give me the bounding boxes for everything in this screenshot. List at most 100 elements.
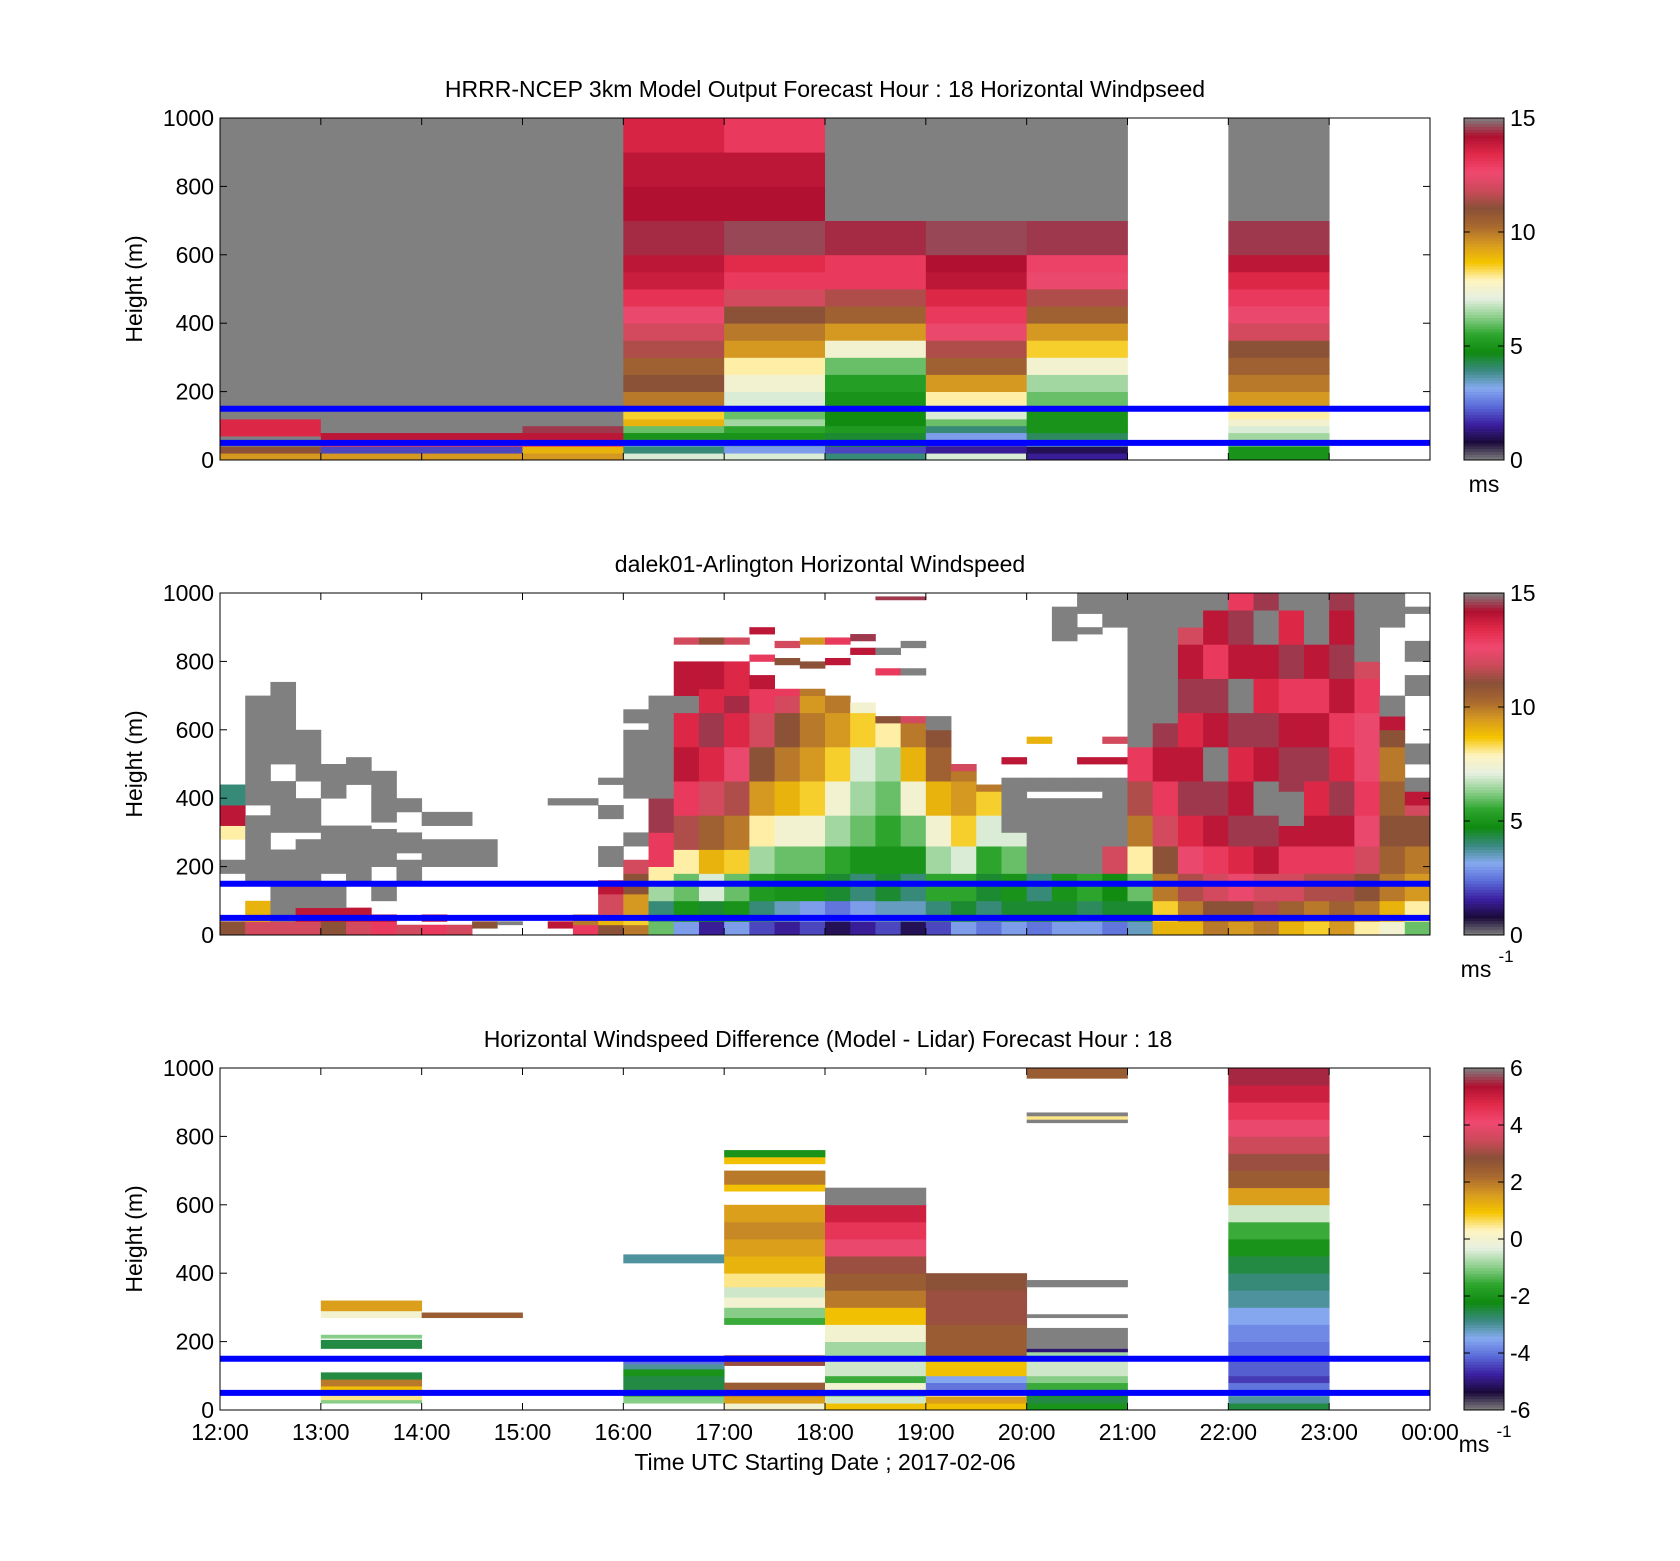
colorbar-segment	[1464, 849, 1504, 853]
y-tick-label: 0	[201, 447, 214, 473]
heatmap-cell	[1026, 736, 1053, 744]
axis-ticks: 0 200 400 600 800 1000	[163, 105, 1431, 473]
colorbar-segment	[1464, 1116, 1504, 1120]
colorbar-segment	[1464, 675, 1504, 679]
heatmap-cell	[1379, 695, 1406, 717]
heatmap-cell	[1354, 846, 1380, 874]
colorbar-segment	[1464, 223, 1504, 227]
y-tick-label: 800	[176, 1123, 214, 1149]
colorbar-segment	[1464, 618, 1504, 622]
heatmap-cell	[774, 815, 801, 847]
heatmap-cell	[623, 289, 725, 307]
heatmap-cell	[1228, 746, 1254, 782]
colorbar-segment	[1464, 712, 1504, 717]
colorbar-segment	[1464, 852, 1504, 856]
heatmap-cell	[245, 921, 271, 935]
heatmap-cell	[698, 781, 725, 816]
heatmap-cell	[875, 873, 902, 902]
colorbar-segment	[1464, 738, 1504, 742]
colorbar-segment	[1464, 1233, 1504, 1237]
heatmap-cell	[1354, 815, 1380, 847]
heatmap-cell	[925, 408, 1028, 420]
colorbar-segment	[1464, 1139, 1504, 1143]
heatmap-cell	[220, 453, 322, 460]
colorbar-segment	[1464, 1125, 1504, 1129]
heatmap-cell	[295, 798, 322, 833]
heatmap-cell	[1253, 921, 1280, 935]
heatmap-cell	[1228, 453, 1330, 460]
colorbar-segment	[1464, 291, 1504, 296]
heatmap-cell	[1404, 873, 1430, 902]
colorbar-segment	[1464, 260, 1504, 264]
heatmap-cell	[623, 859, 649, 874]
colorbar-segment	[1464, 621, 1504, 625]
colorbar-segment	[1464, 1110, 1504, 1115]
heatmap-cell	[295, 921, 322, 935]
colorbar-segment	[1464, 829, 1504, 833]
heatmap-cell	[1228, 425, 1330, 434]
heatmap-cell	[1026, 921, 1053, 935]
colorbar-segment	[1464, 684, 1504, 688]
heatmap-cell	[1077, 627, 1103, 635]
colorbar-segment	[1464, 1381, 1504, 1385]
colorbar-segment	[1464, 1304, 1504, 1308]
colorbar-segment	[1464, 1068, 1504, 1072]
colorbar-segment	[1464, 360, 1504, 364]
heatmap-cell	[724, 781, 750, 816]
heatmap-cell	[270, 781, 297, 833]
colorbar-segment	[1464, 903, 1504, 907]
heatmap-cell	[1303, 746, 1330, 782]
colorbar-segment	[1464, 635, 1504, 640]
colorbar-segment	[1464, 1318, 1504, 1323]
heatmap-cell	[925, 1341, 1028, 1360]
heatmap-cell	[220, 446, 322, 454]
heatmap-cell	[673, 712, 700, 748]
colorbar-segment	[1464, 1221, 1504, 1226]
colorbar-segment	[1464, 1085, 1504, 1089]
heatmap-cell	[1278, 610, 1305, 645]
colorbar-segment	[1464, 1372, 1504, 1377]
heatmap-cell	[1152, 746, 1179, 782]
colorbar-segment	[1464, 380, 1504, 384]
colorbar-segment	[1464, 152, 1504, 156]
colorbar-segment	[1464, 428, 1504, 432]
colorbar-segment	[1464, 1187, 1504, 1192]
colorbar-unit: ms	[1469, 471, 1500, 497]
colorbar-segment	[1464, 146, 1504, 150]
colorbar-segment	[1464, 1384, 1504, 1388]
colorbar-segment	[1464, 1296, 1504, 1300]
heatmap-cell	[648, 866, 675, 881]
heatmap-cell	[749, 627, 775, 635]
heatmap-cell	[698, 849, 725, 874]
y-tick-label: 600	[176, 242, 214, 268]
heatmap-cell	[825, 746, 851, 782]
heatmap-cell	[421, 924, 448, 935]
colorbar-segment	[1464, 641, 1504, 645]
heatmap-cell	[1379, 781, 1406, 816]
panel-title: HRRR-NCEP 3km Model Output Forecast Hour…	[445, 76, 1205, 102]
colorbar-segment	[1464, 1313, 1504, 1317]
axis-ticks: 0 200 400 600 800 1000	[163, 1055, 1431, 1423]
heatmap-cell	[724, 418, 826, 427]
heatmap-cell	[320, 1339, 423, 1349]
heatmap-cell	[673, 921, 700, 935]
colorbar-segment	[1464, 863, 1504, 868]
heatmap-cell	[270, 921, 297, 935]
heatmap-cell	[1228, 644, 1254, 679]
heatmap-cell	[623, 418, 725, 427]
colorbar-segment	[1464, 203, 1504, 207]
heatmap-cell	[976, 921, 1002, 935]
heatmap-cell	[295, 729, 322, 782]
heatmap-cell	[900, 596, 927, 601]
heatmap-cell	[1329, 873, 1355, 902]
heatmap-cell	[825, 220, 927, 256]
heatmap-cell	[925, 271, 1028, 290]
colorbar-segment	[1464, 915, 1504, 919]
colorbar-segment	[1464, 1344, 1504, 1348]
heatmap-cell	[724, 1307, 826, 1319]
colorbar-segment	[1464, 752, 1504, 756]
colorbar-segment	[1464, 644, 1504, 648]
heatmap-cell	[1051, 777, 1078, 792]
colorbar-segment	[1464, 866, 1504, 870]
heatmap-cell	[320, 921, 347, 935]
